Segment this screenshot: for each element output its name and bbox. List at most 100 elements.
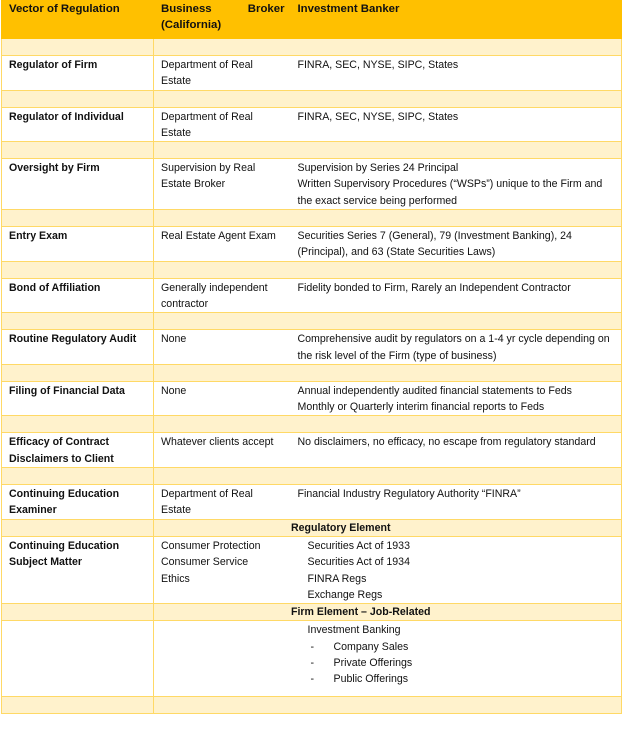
investment-banker-cell: Investment Banking - Company Sales - Private… bbox=[290, 620, 622, 697]
spacer-cell bbox=[1, 141, 154, 160]
header-broker-line1: Business Broker bbox=[161, 3, 285, 15]
cell-line: Supervision by Series 24 Principal bbox=[297, 162, 459, 175]
cell-line: Consumer Protection bbox=[161, 539, 261, 552]
business-broker-cell: None bbox=[153, 329, 291, 365]
investment-banker-cell: Securities Act of 1933 Securities Act of … bbox=[290, 536, 622, 605]
spacer-cell bbox=[153, 261, 622, 279]
spacer-cell bbox=[1, 38, 154, 56]
table-row: Investment Banking - Company Sales - Private… bbox=[1, 620, 622, 697]
investment-banker-cell: Supervision by Series 24 Principal Writte… bbox=[290, 158, 622, 211]
table-row: Continuing Education Subject Matter Consu… bbox=[1, 536, 622, 605]
firm-element-heading: Investment Banking bbox=[307, 624, 401, 637]
business-broker-cell: Consumer Protection Consumer Service Ethic… bbox=[153, 536, 291, 605]
spacer-cell bbox=[153, 209, 622, 228]
cell-line: None bbox=[161, 384, 187, 397]
vector-cell: Bond of Affiliation bbox=[1, 278, 154, 314]
bullet-text: Private Offerings bbox=[333, 657, 413, 670]
cell-line: Ethics bbox=[161, 572, 190, 585]
vector-cell: Continuing Education Examiner bbox=[1, 484, 154, 520]
business-broker-cell: None bbox=[153, 381, 291, 417]
spacer-cell bbox=[153, 141, 622, 160]
investment-banker-cell: Comprehensive audit by regulators on a 1… bbox=[290, 329, 622, 365]
table-row: Regulator of Firm Department of Real Esta… bbox=[1, 55, 622, 91]
vector-cell: Regulator of Firm bbox=[1, 55, 154, 91]
spacer-row bbox=[1, 312, 622, 331]
spacer-cell bbox=[153, 415, 622, 434]
business-broker-cell: Department of Real Estate bbox=[153, 107, 291, 143]
spacer-cell bbox=[1, 467, 154, 486]
cell-line: Securities Series 7 (General), 79 (Inves… bbox=[297, 230, 572, 259]
spacer-cell bbox=[153, 312, 622, 331]
vector-cell: Entry Exam bbox=[1, 226, 154, 262]
table-row: Continuing Education Examiner Department … bbox=[1, 484, 622, 520]
firm-element-row: Firm Element – Job-Related bbox=[1, 603, 622, 622]
business-broker-cell: Whatever clients accept bbox=[153, 432, 291, 469]
cell-line: None bbox=[161, 333, 187, 346]
spacer-cell bbox=[1, 519, 154, 537]
business-broker-cell: Department of Real Estate bbox=[153, 55, 291, 91]
cell-line: Department of Real Estate bbox=[161, 110, 253, 139]
table-header-row: Vector of Regulation Business Broker (Cal… bbox=[1, 0, 622, 39]
investment-banker-cell: FINRA, SEC, NYSE, SIPC, States bbox=[290, 107, 622, 143]
spacer-cell bbox=[153, 364, 622, 382]
spacer-cell bbox=[153, 38, 622, 56]
spacer-cell bbox=[1, 696, 154, 714]
investment-banker-cell: FINRA, SEC, NYSE, SIPC, States bbox=[290, 55, 622, 91]
bullet-item: - Company Sales bbox=[298, 639, 616, 655]
investment-banker-cell: Securities Series 7 (General), 79 (Inves… bbox=[290, 226, 622, 262]
spacer-cell bbox=[1, 261, 154, 279]
spacer-row bbox=[1, 415, 622, 434]
cell-line: FINRA Regs bbox=[307, 572, 367, 585]
cell-line: FINRA, SEC, NYSE, SIPC, States bbox=[297, 59, 459, 71]
vector-cell: Filing of Financial Data bbox=[1, 381, 154, 417]
spacer-cell: Firm Element – Job-Related bbox=[153, 603, 622, 622]
vector-cell: Efficacy of Contract Disclaimers to Clie… bbox=[1, 432, 154, 469]
section-title: Firm Element – Job-Related bbox=[291, 606, 431, 619]
spacer-cell bbox=[1, 90, 154, 108]
table-row: Efficacy of Contract Disclaimers to Clie… bbox=[1, 432, 622, 469]
cell-line: FINRA, SEC, NYSE, SIPC, States bbox=[297, 110, 459, 123]
section-title: Regulatory Element bbox=[291, 521, 391, 534]
spacer-cell bbox=[153, 467, 622, 486]
cell-line: Department of Real Estate bbox=[161, 488, 253, 517]
spacer-row bbox=[1, 696, 622, 714]
header-business-broker: Business Broker (California) bbox=[153, 0, 291, 39]
table-row: Entry Exam Real Estate Agent Exam Securiti… bbox=[1, 226, 622, 262]
spacer-cell bbox=[1, 312, 154, 331]
table-row: Oversight by Firm Supervision by Real Est… bbox=[1, 158, 622, 211]
cell-line: Fidelity bonded to Firm, Rarely an Indep… bbox=[297, 281, 571, 294]
spacer-cell bbox=[1, 209, 154, 228]
business-broker-cell: Supervision by Real Estate Broker bbox=[153, 158, 291, 211]
vector-cell: Oversight by Firm bbox=[1, 158, 154, 211]
cell-line: Written Supervisory Procedures (“WSPs”) … bbox=[297, 178, 603, 207]
spacer-cell bbox=[1, 415, 154, 434]
spacer-row bbox=[1, 261, 622, 279]
header-broker-line2: (California) bbox=[161, 19, 222, 31]
cell-line: Whatever clients accept bbox=[161, 436, 274, 449]
business-broker-cell: Real Estate Agent Exam bbox=[153, 226, 291, 262]
cell-line: Exchange Regs bbox=[307, 588, 383, 601]
dash-bullet-icon: - bbox=[310, 640, 315, 653]
cell-line: Generally independent contractor bbox=[161, 281, 268, 310]
bullet-text: Company Sales bbox=[333, 640, 409, 653]
spacer-row bbox=[1, 38, 622, 56]
cell-line: Securities Act of 1933 bbox=[307, 539, 410, 552]
spacer-cell bbox=[1, 603, 154, 622]
bullet-item: - Private Offerings bbox=[298, 655, 616, 671]
vector-cell: Routine Regulatory Audit bbox=[1, 329, 154, 365]
regulation-comparison-table: Vector of Regulation Business Broker (Cal… bbox=[1, 0, 622, 714]
business-broker-cell: Department of Real Estate bbox=[153, 484, 291, 520]
cell-line: Monthly or Quarterly interim financial r… bbox=[297, 401, 545, 414]
investment-banker-cell: Annual independently audited financial s… bbox=[290, 381, 622, 417]
spacer-cell bbox=[1, 364, 154, 382]
header-investment-banker: Investment Banker bbox=[290, 0, 622, 39]
vector-cell: Continuing Education Subject Matter bbox=[1, 536, 154, 605]
spacer-cell: Regulatory Element bbox=[153, 519, 622, 537]
cell-line: No disclaimers, no efficacy, no escape f… bbox=[297, 436, 596, 449]
regulatory-element-row: Regulatory Element bbox=[1, 519, 622, 537]
table-row: Routine Regulatory Audit None Comprehensiv… bbox=[1, 329, 622, 365]
investment-banker-cell: Financial Industry Regulatory Authority … bbox=[290, 484, 622, 520]
vector-cell bbox=[1, 620, 154, 697]
cell-line: Supervision by Real Estate Broker bbox=[161, 162, 256, 191]
cell-line: Department of Real Estate bbox=[161, 59, 253, 88]
